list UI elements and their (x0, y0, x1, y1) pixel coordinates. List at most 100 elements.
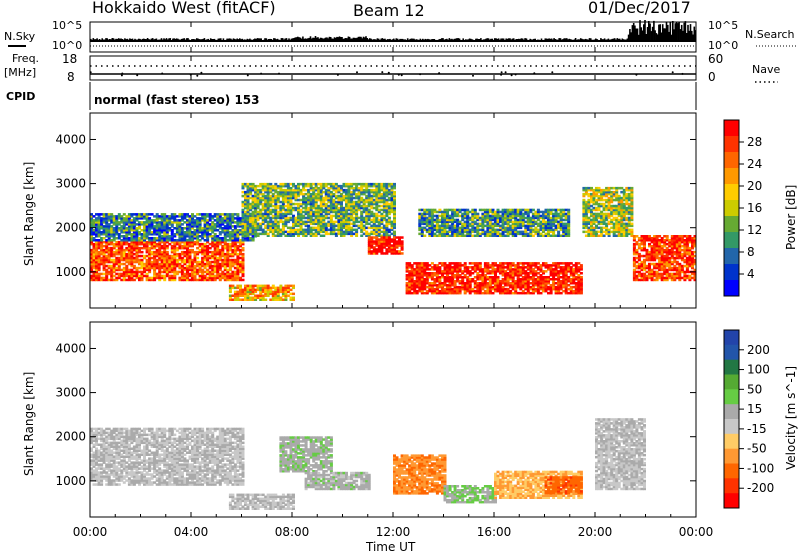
heat-cell (292, 220, 295, 224)
heat-cell (279, 284, 283, 288)
heat-cell (241, 260, 245, 264)
heat-cell (481, 268, 485, 271)
heat-cell (557, 266, 561, 269)
nsky-bar (544, 38, 547, 41)
heat-cell (221, 221, 225, 224)
heat-cell (297, 184, 300, 188)
heat-cell (375, 192, 379, 196)
heat-cell (251, 239, 255, 242)
heat-cell (264, 194, 268, 198)
heat-cell (122, 239, 126, 242)
heat-cell (254, 204, 258, 208)
heat-cell (357, 196, 361, 200)
nsky-bar (396, 38, 399, 41)
heat-cell (163, 270, 167, 274)
heat-cell (435, 291, 439, 295)
nsky-bar (227, 38, 230, 41)
heat-cell (266, 290, 270, 294)
heat-cell (97, 213, 101, 216)
heat-cell (377, 188, 381, 192)
heat-cell (352, 212, 356, 216)
nsky-bar (631, 25, 634, 41)
heat-cell (375, 212, 379, 216)
heat-cell (218, 256, 222, 260)
heat-cell (153, 278, 157, 282)
heat-cell (145, 215, 149, 218)
nsky-bar (448, 38, 451, 41)
heat-cell (191, 268, 194, 272)
heat-cell (486, 270, 490, 273)
heat-cell (441, 232, 444, 236)
heat-cell (324, 212, 328, 216)
heat-cell (337, 202, 341, 206)
nsky-bar (689, 24, 692, 41)
heat-cell (332, 220, 336, 224)
heat-cell (191, 225, 194, 228)
heat-cell (115, 219, 119, 222)
heat-cell (165, 270, 169, 274)
heat-cell (332, 208, 336, 212)
heat-cell (155, 217, 159, 220)
heat-cell (168, 242, 172, 246)
heat-cell (117, 223, 121, 226)
heat-cell (390, 200, 394, 204)
heat-cell (438, 224, 442, 228)
heat-cell (186, 248, 189, 252)
nsky-bar (646, 27, 649, 41)
heat-cell (390, 250, 394, 253)
heat-cell (226, 213, 230, 216)
heat-cell (264, 190, 268, 194)
heat-cell (264, 220, 268, 224)
heat-cell (100, 258, 104, 262)
heat-cell (233, 286, 237, 290)
heat-cell (347, 220, 351, 224)
heat-cell (453, 270, 457, 273)
heat-cell (572, 285, 576, 289)
heat-cell (347, 230, 351, 234)
heat-cell (143, 215, 146, 218)
nave-tick-bottom: 0 (708, 70, 716, 84)
heat-cell (107, 223, 111, 226)
heat-cell (274, 228, 278, 232)
heat-cell (327, 182, 331, 186)
heat-cell (125, 252, 129, 256)
heat-cell (526, 287, 530, 291)
heat-cell (180, 274, 184, 278)
heat-cell (370, 194, 374, 198)
heat-cell (254, 184, 258, 188)
heat-cell (127, 268, 131, 272)
heat-cell (206, 270, 210, 274)
heat-cell (143, 274, 146, 278)
heat-cell (251, 228, 255, 232)
heat-cell (329, 190, 333, 194)
heat-cell (302, 222, 306, 226)
heat-cell (438, 272, 442, 275)
heat-cell (466, 280, 470, 283)
heat-cell (201, 246, 205, 250)
heat-cell (122, 276, 126, 280)
heat-cell (180, 272, 184, 276)
heat-cell (307, 226, 311, 230)
heat-cell (340, 230, 343, 234)
heat-cell (95, 260, 98, 264)
heat-cell (117, 233, 121, 236)
heat-cell (413, 272, 417, 275)
heat-cell (201, 274, 205, 278)
heat-cell (284, 194, 288, 198)
heat-cell (130, 219, 134, 222)
heat-cell (456, 280, 460, 283)
heat-cell (367, 188, 371, 192)
heat-cell (319, 228, 323, 232)
heat-cell (393, 236, 396, 239)
heat-cell (393, 210, 396, 214)
heat-cell (372, 192, 376, 196)
heat-cell (105, 221, 109, 224)
heat-cell (163, 268, 167, 272)
heat-cell (281, 298, 285, 301)
nsky-bar (241, 38, 244, 41)
heat-cell (476, 287, 480, 291)
heat-cell (352, 224, 356, 228)
heat-cell (451, 291, 455, 295)
heat-cell (254, 196, 258, 200)
heat-cell (334, 234, 338, 237)
